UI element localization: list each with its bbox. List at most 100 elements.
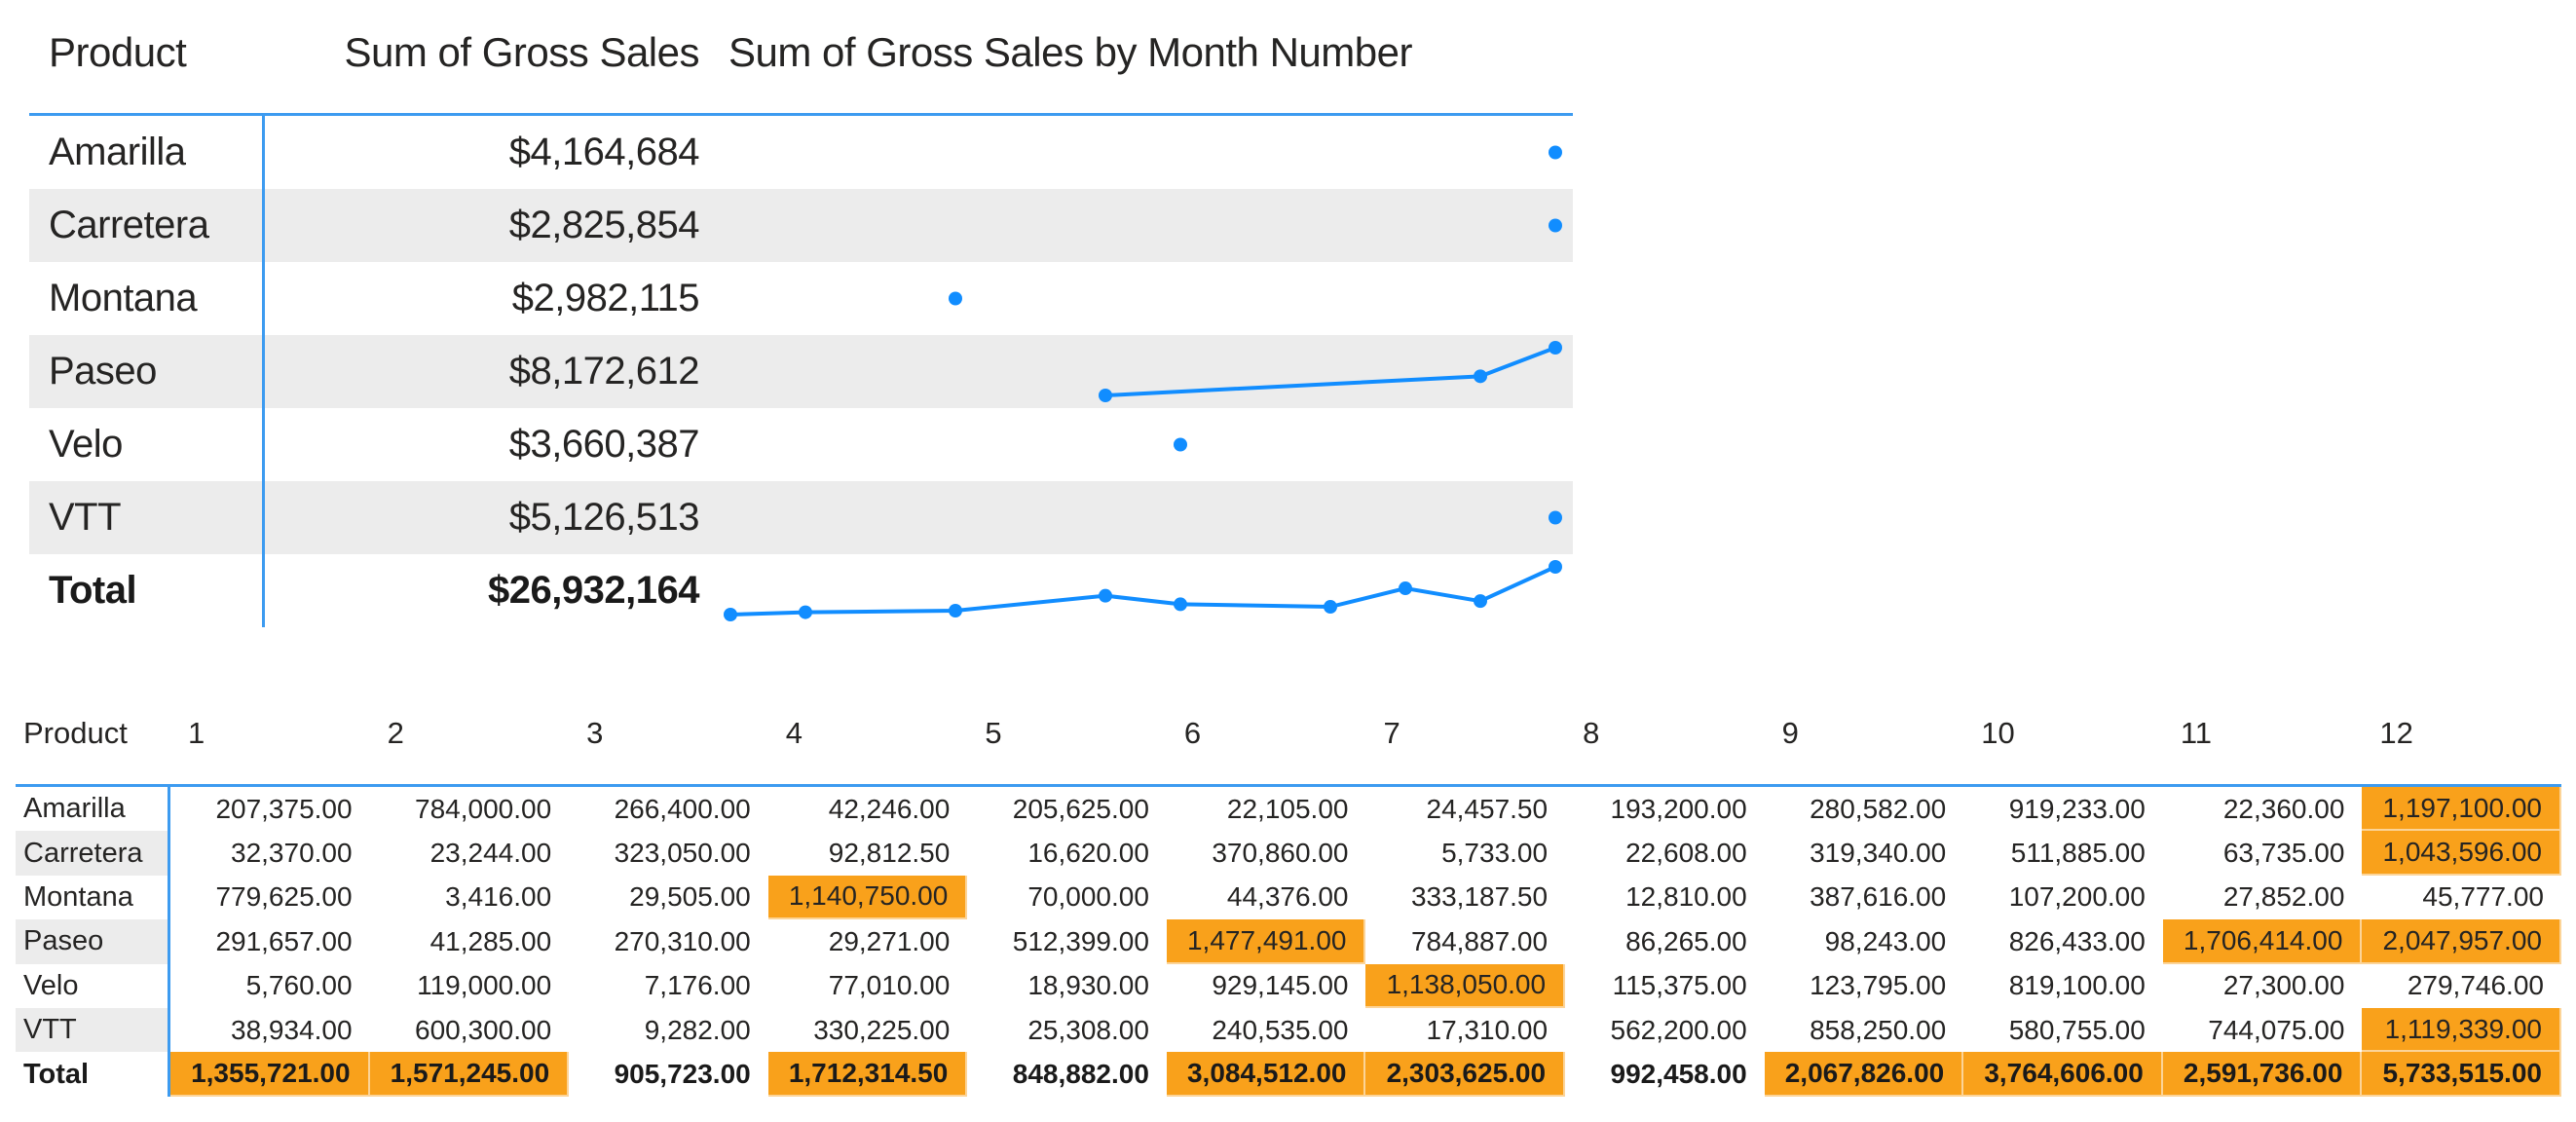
sparkline-cell[interactable]: [721, 116, 1573, 189]
value-cell[interactable]: 77,010.00: [828, 970, 951, 1001]
highlighted-value-cell[interactable]: 1,571,245.00: [369, 1052, 570, 1097]
value-cell[interactable]: 319,340.00: [1810, 838, 1947, 869]
value-cell[interactable]: 280,582.00: [1810, 793, 1947, 824]
value-cell[interactable]: 23,244.00: [429, 838, 552, 869]
highlighted-value-cell[interactable]: 2,591,736.00: [2162, 1052, 2363, 1097]
value-cell[interactable]: 3,416.00: [445, 881, 552, 913]
value-cell[interactable]: 5,733.00: [1441, 838, 1549, 869]
highlighted-value-cell[interactable]: 1,043,596.00: [2362, 831, 2561, 876]
value-cell[interactable]: 9,282.00: [644, 1014, 751, 1045]
product-label-cell[interactable]: Total: [29, 554, 265, 627]
gross-sales-cell[interactable]: $8,172,612: [508, 350, 700, 393]
value-cell[interactable]: 22,360.00: [2222, 793, 2345, 824]
month-column-header[interactable]: 12: [2379, 715, 2413, 750]
value-cell[interactable]: 44,376.00: [1226, 881, 1349, 913]
month-column-header[interactable]: 1: [188, 715, 205, 750]
value-cell[interactable]: 27,852.00: [2222, 881, 2345, 913]
value-cell[interactable]: 63,735.00: [2222, 838, 2345, 869]
sparkline-cell[interactable]: [721, 554, 1573, 627]
sparkline-cell[interactable]: [721, 189, 1573, 262]
gross-sales-cell[interactable]: $2,982,115: [511, 277, 700, 319]
value-cell[interactable]: 12,810.00: [1625, 881, 1747, 913]
value-cell[interactable]: 38,934.00: [231, 1014, 353, 1045]
value-cell[interactable]: 92,812.50: [828, 838, 951, 869]
value-cell[interactable]: 16,620.00: [1027, 838, 1149, 869]
value-cell[interactable]: 266,400.00: [614, 793, 751, 824]
value-cell[interactable]: 45,777.00: [2422, 881, 2544, 913]
highlighted-value-cell[interactable]: 1,140,750.00: [767, 875, 968, 920]
value-cell[interactable]: 858,250.00: [1810, 1014, 1947, 1045]
product-label-cell[interactable]: Amarilla: [29, 116, 265, 189]
value-cell[interactable]: 119,000.00: [417, 970, 552, 1001]
value-cell[interactable]: 512,399.00: [1012, 925, 1149, 956]
value-cell[interactable]: 22,608.00: [1625, 838, 1747, 869]
value-cell[interactable]: 5,760.00: [245, 970, 353, 1001]
value-cell[interactable]: 41,285.00: [429, 925, 552, 956]
value-cell[interactable]: 600,300.00: [415, 1014, 552, 1045]
value-cell[interactable]: 27,300.00: [2222, 970, 2345, 1001]
value-cell[interactable]: 17,310.00: [1426, 1014, 1549, 1045]
value-cell[interactable]: 270,310.00: [614, 925, 751, 956]
highlighted-value-cell[interactable]: 1,197,100.00: [2362, 787, 2561, 832]
highlighted-value-cell[interactable]: 1,712,314.50: [767, 1052, 968, 1097]
value-cell[interactable]: 207,375.00: [215, 793, 353, 824]
value-cell[interactable]: 919,233.00: [2008, 793, 2146, 824]
value-cell[interactable]: 784,887.00: [1410, 925, 1549, 956]
matrix-header-product[interactable]: Product: [23, 715, 128, 750]
highlighted-value-cell[interactable]: 1,355,721.00: [170, 1052, 370, 1097]
value-cell[interactable]: 580,755.00: [2008, 1014, 2146, 1045]
sparkline-cell[interactable]: [721, 335, 1573, 408]
row-label-cell[interactable]: Total: [16, 1052, 170, 1097]
row-label-cell[interactable]: Carretera: [16, 831, 170, 876]
value-cell[interactable]: 370,860.00: [1212, 838, 1349, 869]
col-header-sparkline[interactable]: Sum of Gross Sales by Month Number: [728, 29, 1412, 75]
value-cell[interactable]: 511,885.00: [2010, 838, 2146, 869]
value-cell[interactable]: 29,271.00: [828, 925, 951, 956]
month-column-header[interactable]: 2: [387, 715, 404, 750]
col-header-product[interactable]: Product: [49, 29, 187, 75]
value-cell[interactable]: 387,616.00: [1810, 881, 1947, 913]
value-cell[interactable]: 291,657.00: [215, 925, 353, 956]
month-column-header[interactable]: 8: [1583, 715, 1600, 750]
highlighted-value-cell[interactable]: 2,067,826.00: [1764, 1052, 1964, 1097]
col-header-gross-sales[interactable]: Sum of Gross Sales: [344, 29, 700, 75]
highlighted-value-cell[interactable]: 1,138,050.00: [1365, 963, 1566, 1008]
value-cell[interactable]: 29,505.00: [629, 881, 751, 913]
sparkline-cell[interactable]: [721, 481, 1573, 554]
sparkline-cell[interactable]: [721, 262, 1573, 335]
value-cell[interactable]: 929,145.00: [1212, 970, 1349, 1001]
highlighted-value-cell[interactable]: 1,119,339.00: [2362, 1007, 2561, 1053]
gross-sales-cell[interactable]: $3,660,387: [508, 423, 700, 466]
value-cell[interactable]: 86,265.00: [1625, 925, 1747, 956]
value-cell[interactable]: 25,308.00: [1027, 1014, 1149, 1045]
value-cell[interactable]: 562,200.00: [1610, 1014, 1747, 1045]
value-cell[interactable]: 115,375.00: [1612, 970, 1747, 1001]
value-cell[interactable]: 330,225.00: [813, 1014, 951, 1045]
gross-sales-cell[interactable]: $5,126,513: [508, 496, 700, 539]
row-label-cell[interactable]: VTT: [16, 1007, 170, 1053]
value-cell[interactable]: 7,176.00: [644, 970, 751, 1001]
value-cell[interactable]: 826,433.00: [2008, 925, 2146, 956]
highlighted-value-cell[interactable]: 3,764,606.00: [1963, 1052, 2163, 1097]
value-cell[interactable]: 193,200.00: [1610, 793, 1747, 824]
month-column-header[interactable]: 3: [586, 715, 604, 750]
value-cell[interactable]: 779,625.00: [215, 881, 353, 913]
value-cell[interactable]: 107,200.00: [2008, 881, 2146, 913]
value-cell[interactable]: 819,100.00: [2008, 970, 2146, 1001]
product-label-cell[interactable]: Paseo: [29, 335, 265, 408]
value-cell[interactable]: 744,075.00: [2208, 1014, 2345, 1045]
month-column-header[interactable]: 11: [2180, 715, 2213, 750]
highlighted-value-cell[interactable]: 3,084,512.00: [1166, 1052, 1366, 1097]
row-label-cell[interactable]: Paseo: [16, 919, 170, 964]
product-label-cell[interactable]: Montana: [29, 262, 265, 335]
gross-sales-cell[interactable]: $2,825,854: [508, 204, 700, 246]
value-cell[interactable]: 205,625.00: [1012, 793, 1149, 824]
gross-sales-cell[interactable]: $4,164,684: [508, 131, 700, 173]
month-column-header[interactable]: 10: [1981, 715, 2015, 750]
product-label-cell[interactable]: VTT: [29, 481, 265, 554]
month-column-header[interactable]: 6: [1183, 715, 1202, 750]
value-cell[interactable]: 333,187.50: [1410, 881, 1549, 913]
product-label-cell[interactable]: Velo: [29, 408, 265, 481]
month-column-header[interactable]: 9: [1781, 715, 1799, 750]
value-cell[interactable]: 18,930.00: [1027, 970, 1149, 1001]
